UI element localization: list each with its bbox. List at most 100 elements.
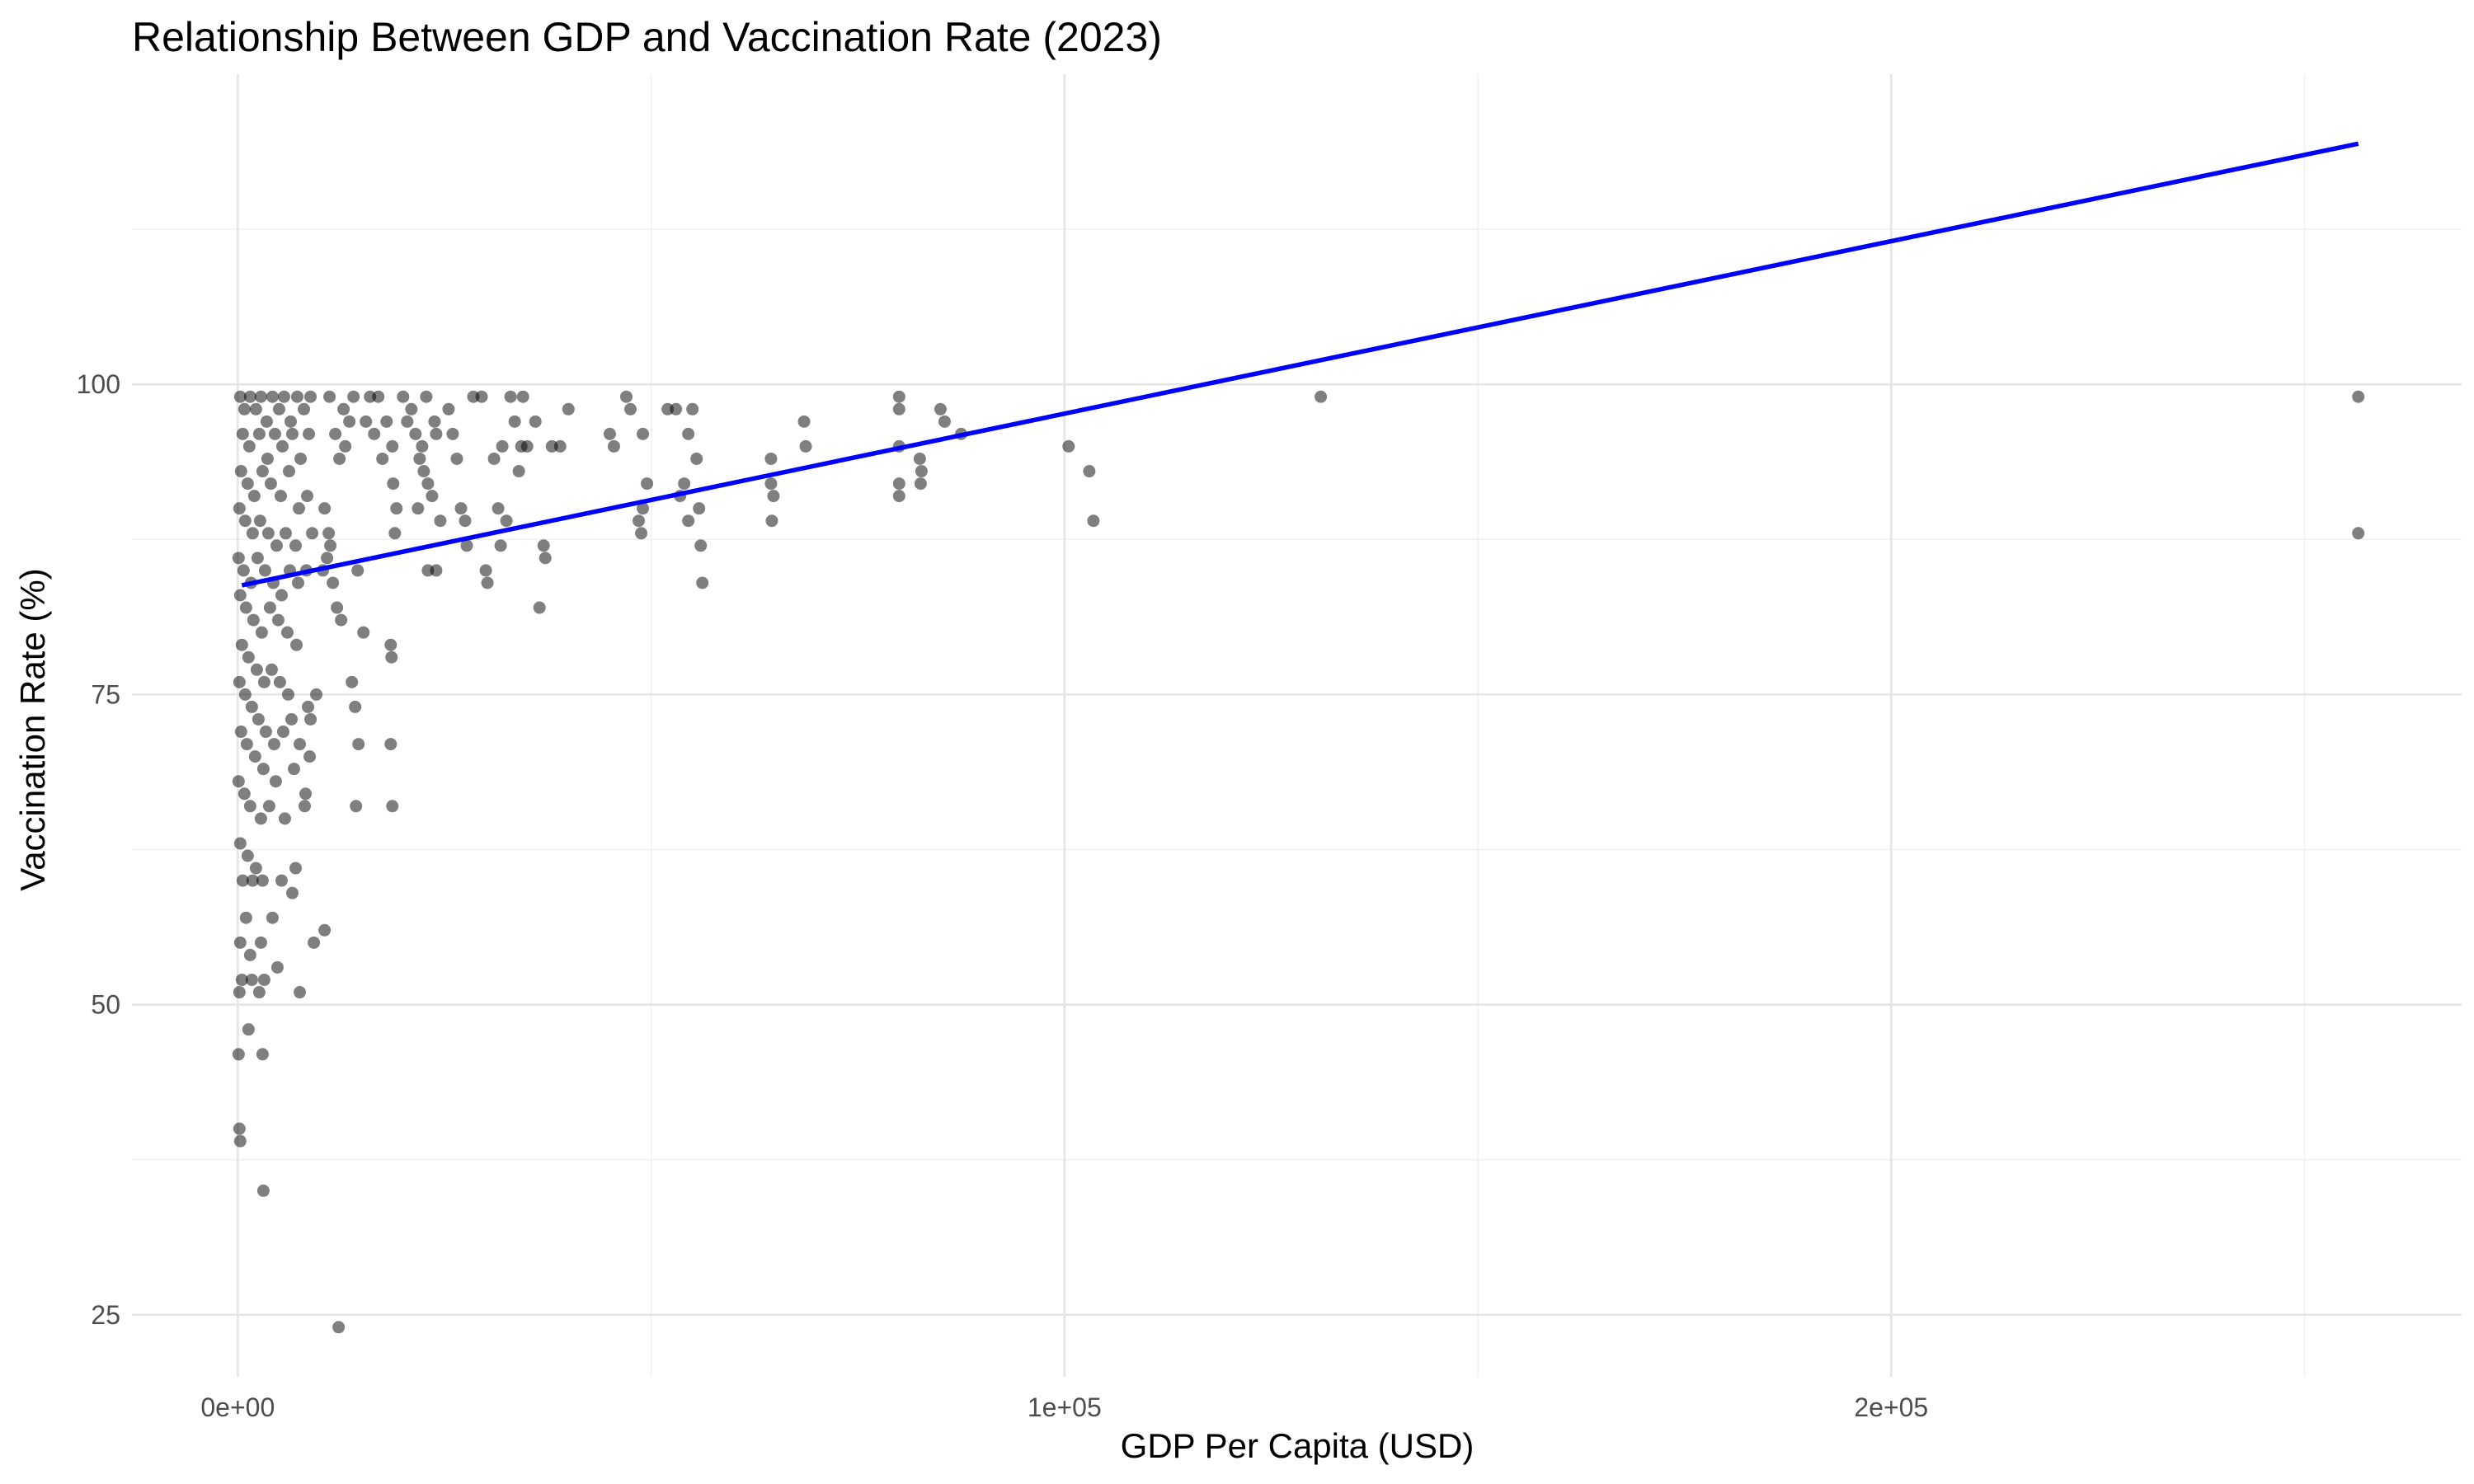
y-tick-label-2: 75 <box>91 679 120 709</box>
data-point-102 <box>243 948 256 961</box>
data-point-221 <box>764 452 778 465</box>
data-point-136 <box>339 439 352 453</box>
data-point-126 <box>310 688 323 701</box>
data-point-7 <box>272 402 285 416</box>
data-point-99 <box>239 911 252 924</box>
data-point-4 <box>254 390 267 403</box>
data-point-52 <box>247 613 260 627</box>
data-point-155 <box>384 738 397 751</box>
data-point-134 <box>333 452 346 465</box>
data-point-192 <box>516 390 529 403</box>
data-point-160 <box>413 452 426 465</box>
data-point-2 <box>243 390 256 403</box>
data-point-174 <box>450 452 463 465</box>
data-point-130 <box>329 427 342 440</box>
data-point-230 <box>892 477 905 491</box>
data-point-56 <box>280 626 294 639</box>
data-point-146 <box>376 452 389 465</box>
data-point-132 <box>343 415 356 428</box>
data-point-186 <box>496 439 509 453</box>
data-point-131 <box>337 402 350 416</box>
data-point-112 <box>232 1048 245 1061</box>
data-point-80 <box>269 775 282 788</box>
data-point-73 <box>285 712 298 726</box>
data-point-138 <box>346 675 359 688</box>
data-point-223 <box>767 490 780 503</box>
data-point-118 <box>318 502 332 515</box>
data-point-188 <box>504 390 517 403</box>
data-point-187 <box>500 514 513 528</box>
data-point-9 <box>284 415 297 428</box>
data-point-3 <box>249 402 262 416</box>
data-point-23 <box>241 477 254 491</box>
data-point-81 <box>287 763 300 776</box>
data-point-67 <box>238 688 252 701</box>
data-point-115 <box>233 1134 247 1148</box>
data-point-87 <box>262 800 275 813</box>
data-point-235 <box>934 402 947 416</box>
data-point-145 <box>368 427 381 440</box>
data-point-55 <box>271 613 285 627</box>
data-point-11 <box>298 402 311 416</box>
data-point-117 <box>332 1321 346 1334</box>
data-point-206 <box>641 477 654 491</box>
data-point-97 <box>289 862 302 875</box>
data-point-27 <box>274 490 287 503</box>
data-point-139 <box>349 700 362 713</box>
data-point-26 <box>264 477 277 491</box>
data-point-78 <box>248 750 261 763</box>
data-point-65 <box>302 700 315 713</box>
data-point-70 <box>259 726 272 739</box>
data-point-173 <box>446 427 459 440</box>
data-point-92 <box>249 862 262 875</box>
data-point-93 <box>236 874 249 887</box>
data-point-217 <box>693 502 706 515</box>
data-point-59 <box>242 650 255 664</box>
data-point-88 <box>278 812 291 825</box>
data-point-77 <box>240 738 253 751</box>
data-point-218 <box>694 539 708 552</box>
data-point-91 <box>241 849 254 862</box>
data-point-60 <box>250 663 263 676</box>
data-point-66 <box>233 675 246 688</box>
data-point-16 <box>261 452 274 465</box>
data-point-215 <box>678 477 691 491</box>
data-point-79 <box>256 763 270 776</box>
data-point-141 <box>350 800 363 813</box>
data-point-40 <box>232 552 245 565</box>
data-point-213 <box>682 427 695 440</box>
data-point-62 <box>265 663 278 676</box>
data-point-33 <box>246 527 259 540</box>
data-point-232 <box>913 452 926 465</box>
data-point-205 <box>637 427 650 440</box>
data-point-209 <box>635 527 648 540</box>
data-point-216 <box>690 452 703 465</box>
data-point-208 <box>633 514 646 528</box>
data-point-234 <box>914 477 927 491</box>
data-point-34 <box>253 514 266 528</box>
data-point-37 <box>279 527 292 540</box>
data-point-41 <box>237 564 250 577</box>
data-point-19 <box>285 427 299 440</box>
grid-layer <box>132 74 2462 1377</box>
data-point-58 <box>235 638 248 651</box>
trend-layer <box>241 141 2359 588</box>
data-point-233 <box>915 465 928 478</box>
data-point-201 <box>603 427 616 440</box>
data-point-76 <box>234 726 247 739</box>
data-point-103 <box>254 936 267 949</box>
x-tick-label-1: 1e+05 <box>1028 1392 1102 1422</box>
y-axis-label: Vaccination Rate (%) <box>13 568 52 890</box>
data-point-51 <box>239 601 252 614</box>
data-point-220 <box>682 514 695 528</box>
data-point-180 <box>475 390 488 403</box>
data-point-189 <box>508 415 521 428</box>
data-point-20 <box>294 452 308 465</box>
data-point-101 <box>233 936 247 949</box>
data-point-193 <box>520 439 534 453</box>
data-point-105 <box>235 973 248 986</box>
data-point-162 <box>421 477 435 491</box>
data-point-98 <box>285 886 299 899</box>
data-point-111 <box>242 1023 255 1036</box>
